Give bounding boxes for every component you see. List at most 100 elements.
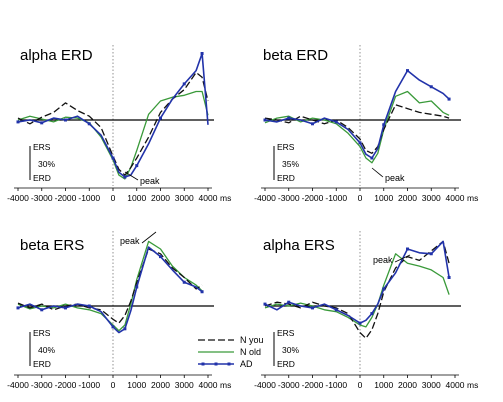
x-tick-label: 1000 (127, 193, 146, 203)
x-tick-label: 2000 (151, 193, 170, 203)
series-point-ad (382, 287, 386, 291)
x-tick-label: -3000 (31, 380, 53, 390)
x-tick-label: 0 (358, 193, 363, 203)
series-line-n-old (17, 240, 203, 332)
x-tick-label: -1000 (78, 193, 100, 203)
series-point-ad (182, 280, 186, 284)
scale-bottom-label: ERD (33, 359, 51, 369)
series-line-n-old (264, 253, 450, 328)
legend-marker-ad (214, 362, 218, 366)
x-tick-label: 4000 (446, 380, 465, 390)
x-tick-label: -1000 (78, 380, 100, 390)
series-point-ad (311, 122, 314, 126)
x-tick-label: 2000 (398, 193, 417, 203)
x-unit-label: ms (220, 193, 231, 203)
scale-value-label: 30% (38, 159, 55, 169)
panel-title: beta ERD (263, 47, 328, 64)
peak-pointer (371, 167, 384, 178)
x-tick-label: 0 (358, 380, 363, 390)
panel-title: alpha ERD (20, 47, 93, 64)
peak-pointer (141, 231, 157, 244)
x-tick-label: 4000 (199, 193, 218, 203)
scale-bottom-label: ERD (277, 173, 295, 183)
x-tick-label: -4000 (7, 380, 29, 390)
x-tick-label: 0 (111, 380, 116, 390)
series-point-ad (123, 175, 127, 179)
series-point-ad (287, 116, 291, 120)
series-point-ad (87, 304, 91, 308)
panel-alpha-erd: alpha ERD -4000 -3000 -2000 -1000 0 1000 2000 30… (7, 45, 231, 203)
x-tick-label: -2000 (55, 380, 77, 390)
x-tick-label: 3000 (175, 380, 194, 390)
x-tick-label: -4000 (254, 193, 276, 203)
series-point-ad (429, 252, 433, 256)
series-point-ad (200, 290, 204, 294)
x-tick-label: -4000 (7, 193, 29, 203)
scale-bottom-label: ERD (33, 173, 51, 183)
series-line-n-you (264, 240, 450, 339)
series-point-ad (334, 308, 338, 312)
series-point-ad (87, 122, 91, 126)
series-point-ad (447, 97, 451, 101)
legend-label: N old (240, 347, 261, 357)
series-point-ad (334, 120, 338, 124)
x-tick-label: -2000 (55, 193, 77, 203)
x-tick-label: -2000 (302, 380, 324, 390)
x-tick-label: 2000 (398, 380, 417, 390)
series-point-ad (370, 312, 374, 316)
x-tick-label: 1000 (127, 380, 146, 390)
peak-annotation: peak (140, 176, 160, 186)
x-tick-label: -1000 (325, 193, 347, 203)
series-point-ad (447, 276, 451, 279)
x-tick-label: -3000 (31, 193, 53, 203)
peak-annotation: peak (385, 173, 405, 183)
peak-annotation: peak (373, 255, 393, 265)
series-point-ad (16, 120, 20, 124)
series-point-ad (135, 164, 139, 168)
series-line-ad (17, 52, 209, 178)
series-point-ad (135, 285, 139, 289)
series-point-ad (263, 118, 267, 122)
series-point-ad (40, 308, 44, 312)
series-point-ad (382, 123, 386, 127)
series-point-ad (64, 306, 67, 310)
series-point-ad (159, 116, 162, 120)
x-tick-label: 4000 (199, 380, 218, 390)
series-line-ad (264, 240, 450, 324)
legend-label: AD (240, 359, 253, 369)
series-point-ad (16, 306, 20, 310)
series-point-ad (64, 118, 67, 122)
series-point-ad (370, 156, 374, 160)
x-tick-label: 3000 (175, 193, 194, 203)
scale-value-label: 40% (38, 345, 55, 355)
series-point-ad (123, 327, 127, 331)
series-line-n-old (17, 90, 209, 180)
x-tick-label: -2000 (302, 193, 324, 203)
series-point-ad (182, 82, 186, 86)
series-point-ad (111, 156, 115, 160)
series-point-ad (200, 52, 204, 55)
x-tick-label: -3000 (278, 380, 300, 390)
x-tick-label: 3000 (422, 193, 441, 203)
scale-value-label: 35% (282, 159, 299, 169)
series-point-ad (429, 85, 433, 89)
series-point-ad (406, 69, 409, 73)
x-unit-label: ms (467, 380, 478, 390)
series-point-ad (311, 306, 314, 310)
series-point-ad (358, 321, 362, 325)
series-point-ad (40, 121, 44, 125)
x-tick-label: 4000 (446, 193, 465, 203)
panel-title: alpha ERS (263, 237, 335, 254)
scale-top-label: ERS (277, 328, 295, 338)
legend-marker-ad (227, 362, 231, 366)
series-line-n-you (17, 248, 203, 324)
panel-title: beta ERS (20, 237, 84, 254)
scale-value-label: 30% (282, 345, 299, 355)
series-point-ad (358, 141, 362, 145)
scale-bottom-label: ERD (277, 359, 295, 369)
legend: N you N old AD (198, 335, 264, 369)
x-tick-label: 1000 (374, 193, 393, 203)
panel-beta-erd: beta ERD -4000 -3000 -2000 -1000 0 1000 2000 300… (254, 45, 478, 203)
peak-pointer (124, 171, 139, 181)
